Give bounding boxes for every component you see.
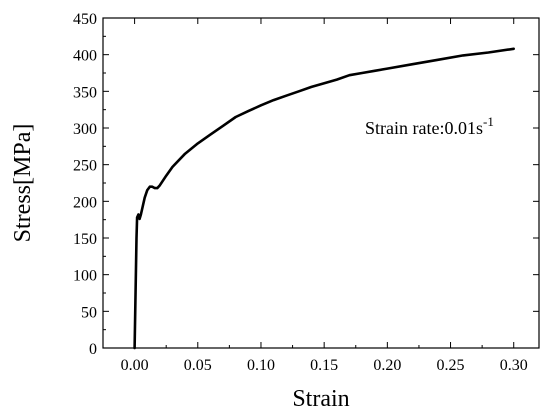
x-tick-label: 0.20 — [373, 357, 401, 374]
annotation-superscript: -1 — [483, 114, 494, 129]
x-tick-label: 0.05 — [184, 357, 212, 374]
y-tick-label: 400 — [73, 48, 97, 65]
x-tick-label: 0.10 — [247, 357, 275, 374]
x-tick-label: 0.25 — [437, 357, 465, 374]
x-tick-label: 0.30 — [500, 357, 528, 374]
x-tick-label: 0.15 — [310, 357, 338, 374]
y-tick-label: 450 — [73, 11, 97, 28]
y-tick-label: 150 — [73, 231, 97, 248]
series-layer — [133, 47, 516, 350]
annotation-strain-rate: Strain rate:0.01s-1 — [365, 114, 494, 138]
x-tick-label: 0.00 — [121, 357, 149, 374]
y-tick-label: 0 — [89, 341, 97, 358]
x-axis-label: Strain — [292, 386, 349, 412]
y-tick-label: 250 — [73, 158, 97, 175]
plot-area-frame — [102, 17, 540, 349]
y-tick-label: 200 — [73, 194, 97, 211]
ticks-layer: 0.00 0.05 0.10 0.15 0.20 0.25 0.30 0 50 100 150 200… — [73, 11, 539, 374]
y-tick-label: 50 — [81, 304, 97, 321]
y-tick-label: 300 — [73, 121, 97, 138]
y-tick-label: 350 — [73, 84, 97, 101]
annotation-main-text: Strain rate:0.01s — [365, 118, 483, 138]
series-line-stress-strain — [133, 47, 516, 350]
y-axis-label: Stress[MPa] — [10, 124, 36, 243]
y-tick-label: 100 — [73, 268, 97, 285]
